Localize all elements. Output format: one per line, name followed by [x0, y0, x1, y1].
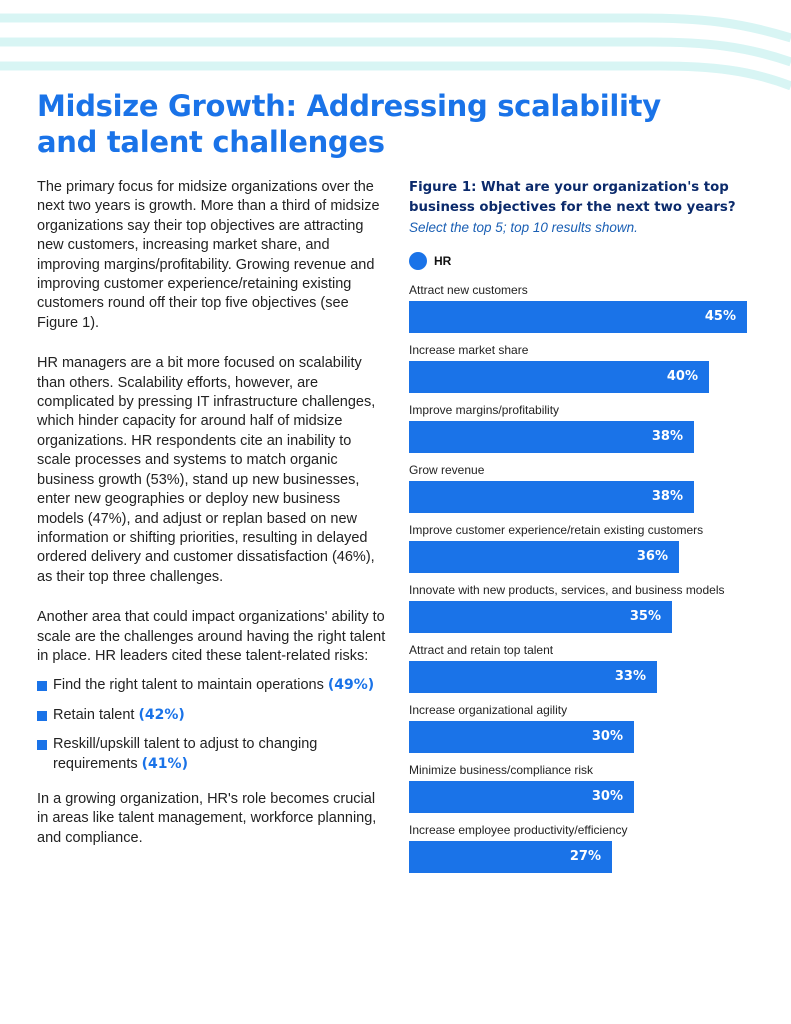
bar: 40% — [409, 361, 709, 393]
bar: 38% — [409, 481, 694, 513]
bar-category-label: Grow revenue — [409, 463, 485, 477]
legend-label: HR — [434, 254, 452, 268]
bar-value-label: 36% — [636, 549, 668, 564]
risk-percentage: (42%) — [138, 706, 185, 723]
square-bullet-icon — [37, 740, 47, 751]
bar: 36% — [409, 541, 679, 573]
paragraph-scalability: HR managers are a bit more focused on sc… — [37, 355, 376, 585]
bar-category-label: Increase market share — [409, 343, 529, 357]
square-bullet-icon — [37, 710, 47, 721]
risk-percentage: (49%) — [327, 677, 375, 694]
decorative-wave-lines — [0, 13, 791, 90]
list-item: Reskill/upskill talent to adjust to chan… — [37, 735, 389, 774]
bar-category-label: Improve margins/profitability — [409, 403, 560, 417]
figure-1: Figure 1: What are your organization's t… — [409, 178, 779, 873]
risk-text: Reskill/upskill talent to adjust to chan… — [53, 736, 318, 772]
bar: 35% — [409, 601, 672, 633]
bar: 27% — [409, 841, 612, 873]
bar-value-label: 30% — [591, 789, 623, 804]
bar-value-label: 38% — [651, 429, 683, 444]
bar-value-label: 40% — [666, 369, 698, 384]
body-text-column: The primary focus for midsize organizati… — [37, 178, 389, 848]
risk-text: Find the right talent to maintain operat… — [53, 677, 324, 694]
figure-subtitle: Select the top 5; top 10 results shown. — [409, 220, 638, 235]
list-item: Find the right talent to maintain operat… — [37, 676, 389, 695]
paragraph-hr-role: In a growing organization, HR's role bec… — [37, 790, 377, 846]
bar: 38% — [409, 421, 694, 453]
bar: 30% — [409, 781, 634, 813]
bar-value-label: 27% — [569, 849, 601, 864]
bar-category-label: Improve customer experience/retain exist… — [409, 523, 704, 537]
figure-title: Figure 1: What are your organization's t… — [409, 180, 736, 215]
page-title: Midsize Growth: Addressing scalability a… — [37, 89, 661, 159]
square-bullet-icon — [37, 681, 47, 692]
bar: 45% — [409, 301, 747, 333]
list-item: Retain talent (42%) — [37, 706, 389, 725]
legend-circle-icon — [409, 252, 427, 270]
bar-category-label: Attract new customers — [409, 283, 528, 297]
bar-value-label: 38% — [651, 489, 683, 504]
chart-legend: HR — [409, 252, 451, 270]
risk-percentage: (41%) — [141, 755, 188, 772]
talent-risk-list: Find the right talent to maintain operat… — [37, 676, 389, 774]
bar-value-label: 35% — [629, 609, 661, 624]
bar-category-label: Innovate with new products, services, an… — [409, 583, 725, 597]
bar-value-label: 45% — [704, 309, 736, 324]
paragraph-talent: Another area that could impact organizat… — [37, 609, 386, 664]
bar-category-label: Increase organizational agility — [409, 703, 568, 717]
bar-value-label: 30% — [591, 729, 623, 744]
bar-category-label: Attract and retain top talent — [409, 643, 554, 657]
bar-category-label: Increase employee productivity/efficienc… — [409, 823, 628, 837]
bar: 30% — [409, 721, 634, 753]
bar-chart: Attract new customers 45% Increase market … — [409, 178, 779, 898]
risk-text: Retain talent — [53, 706, 135, 723]
bar: 33% — [409, 661, 657, 693]
paragraph-growth-focus: The primary focus for midsize organizati… — [37, 179, 380, 331]
bar-category-label: Minimize business/compliance risk — [409, 763, 594, 777]
bar-value-label: 33% — [614, 669, 646, 684]
